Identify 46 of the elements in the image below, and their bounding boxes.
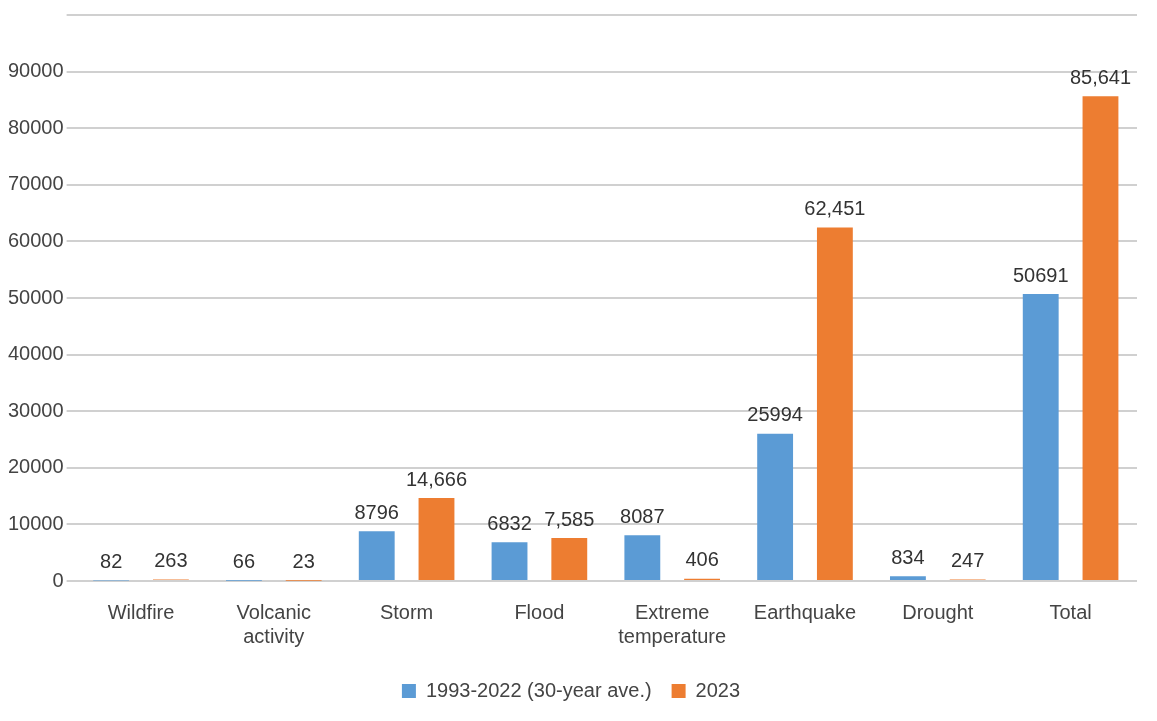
y-tick-label: 40000 [7,342,64,365]
y-tick-label: 80000 [7,115,64,138]
data-label: 834 [891,545,925,568]
x-tick-label: Earthquake [753,600,857,623]
y-tick-label: 90000 [7,59,64,82]
data-label: 7,585 [544,507,595,530]
bar [816,227,853,580]
data-label: 6832 [487,511,532,534]
data-label: 8087 [620,504,665,527]
x-tick-label: Volcanic activity [236,600,312,647]
data-label: 23 [292,550,315,573]
legend-label: 1993-2022 (30-year ave.) [425,678,652,701]
data-label: 85,641 [1069,65,1132,88]
x-tick-label: Wildfire [107,600,175,623]
y-tick-label: 0 [52,568,64,591]
data-label: 62,451 [804,197,866,220]
data-label: 8796 [354,500,399,523]
x-tick-label: Extreme temperature [618,600,727,647]
y-tick-label: 70000 [7,172,64,195]
y-tick-label: 20000 [7,455,64,478]
y-tick-label: 10000 [7,511,64,534]
x-tick-label: Total [1049,600,1092,623]
data-label: 14,666 [405,467,468,490]
legend-label: 2023 [695,678,741,701]
data-label: 25994 [747,403,803,426]
x-tick-label: Flood [514,600,565,623]
data-label: 406 [685,548,719,571]
bar [358,531,395,580]
x-tick-label: Storm [379,600,434,623]
y-tick-label: 60000 [7,228,64,251]
bar [757,433,794,580]
bar [1082,96,1119,580]
bar [1022,294,1059,580]
bar [890,576,926,580]
bar [491,542,528,580]
data-label: 50691 [1012,263,1069,286]
x-tick-label: Drought [902,600,974,623]
bar [418,497,455,580]
bar [624,535,661,580]
data-label: 82 [100,550,123,573]
data-label: 66 [232,550,256,573]
y-tick-label: 30000 [7,398,64,421]
y-tick-label: 50000 [7,285,64,308]
data-label: 263 [154,549,188,572]
bar [551,538,588,580]
data-label: 247 [950,549,985,572]
